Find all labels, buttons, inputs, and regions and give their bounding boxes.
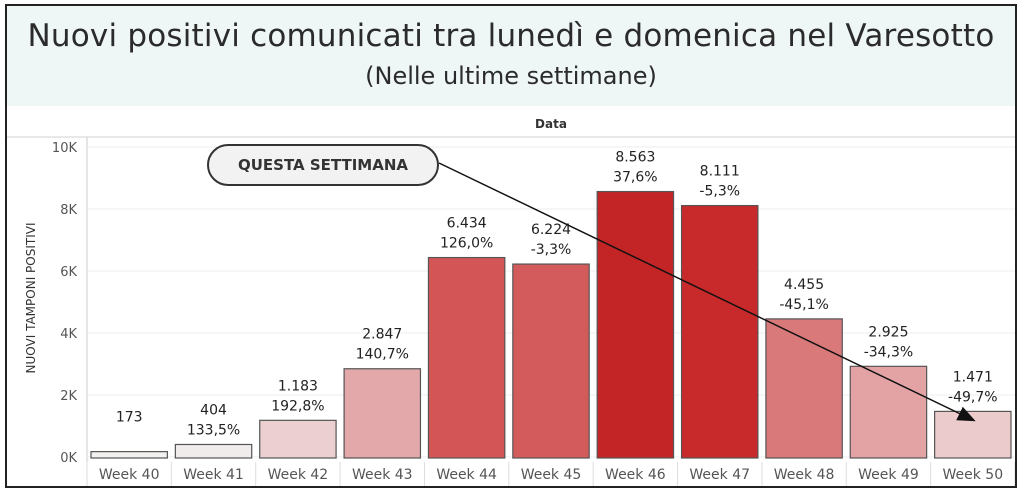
x-tick-label: Week 41 xyxy=(183,467,244,483)
y-axis-title: NUOVI TAMPONI POSITIVI xyxy=(24,223,38,374)
bar-value-label: 4.455 xyxy=(784,277,824,293)
y-tick-label: 6K xyxy=(60,265,77,280)
bar xyxy=(680,204,759,459)
y-tick-label: 10K xyxy=(52,141,78,156)
bar-value-label: 6.224 xyxy=(531,222,571,238)
bar-value-label: 8.111 xyxy=(700,164,740,180)
y-tick-label: 8K xyxy=(60,203,77,218)
bar-chart: Data 0K 2K 4K 6K 8K 10K NUOVI TAMPONI POSITIVI 1… xyxy=(7,117,1015,486)
bar-change-label: 192,8% xyxy=(271,398,324,414)
x-tick-label: Week 46 xyxy=(605,467,666,483)
bar-value-label: 1.183 xyxy=(278,378,318,394)
bar-change-label: -45,1% xyxy=(779,297,829,313)
bar-value-label: 2.847 xyxy=(362,327,402,343)
bar-change-label: -34,3% xyxy=(864,344,914,360)
bar xyxy=(259,419,337,459)
bar-value-label: 1.471 xyxy=(953,369,993,385)
callout-this-week: QUESTA SETTIMANA xyxy=(207,144,439,186)
bar xyxy=(343,368,422,459)
bar-value-label: 404 xyxy=(200,402,227,418)
x-tick-label: Week 40 xyxy=(99,467,160,483)
bar-change-label: 37,6% xyxy=(613,170,657,186)
bar-change-label: -3,3% xyxy=(531,242,572,258)
chart-title: Nuovi positivi comunicati tra lunedì e d… xyxy=(27,18,995,54)
chart-header: Nuovi positivi comunicati tra lunedì e d… xyxy=(7,6,1015,106)
bar xyxy=(427,256,506,459)
x-tick-label: Week 48 xyxy=(774,467,835,483)
x-tick-label: Week 50 xyxy=(943,467,1004,483)
bar xyxy=(849,365,928,459)
bar-value-label: 173 xyxy=(116,410,143,426)
bar-change-label: -5,3% xyxy=(699,184,740,200)
y-tick-label: 2K xyxy=(60,389,77,404)
bar-change-label: 133,5% xyxy=(187,422,240,438)
bar-change-label: 140,7% xyxy=(356,347,409,363)
column-header-label: Data xyxy=(535,117,567,131)
chart-frame: Nuovi positivi comunicati tra lunedì e d… xyxy=(5,4,1017,488)
bar-change-label: -49,7% xyxy=(948,389,998,405)
bar xyxy=(512,263,590,459)
x-tick-label: Week 42 xyxy=(268,467,329,483)
x-tick-label: Week 49 xyxy=(858,467,919,483)
bar-value-label: 8.563 xyxy=(615,150,655,166)
bar-value-label: 6.434 xyxy=(447,216,487,232)
bar xyxy=(90,451,168,459)
x-tick-label: Week 45 xyxy=(521,467,582,483)
bar-value-label: 2.925 xyxy=(868,324,908,340)
y-tick-label: 0K xyxy=(60,451,77,466)
bar xyxy=(765,318,843,459)
x-tick-label: Week 47 xyxy=(689,467,750,483)
bar-change-label: 126,0% xyxy=(440,236,493,252)
callout-arrow xyxy=(438,162,976,422)
bar xyxy=(596,190,675,459)
x-tick-label: Week 44 xyxy=(436,467,497,483)
chart-subtitle: (Nelle ultime settimane) xyxy=(365,62,657,90)
bar xyxy=(174,443,253,459)
x-tick-label: Week 43 xyxy=(352,467,413,483)
y-tick-label: 4K xyxy=(60,327,77,342)
bar xyxy=(934,410,1012,459)
